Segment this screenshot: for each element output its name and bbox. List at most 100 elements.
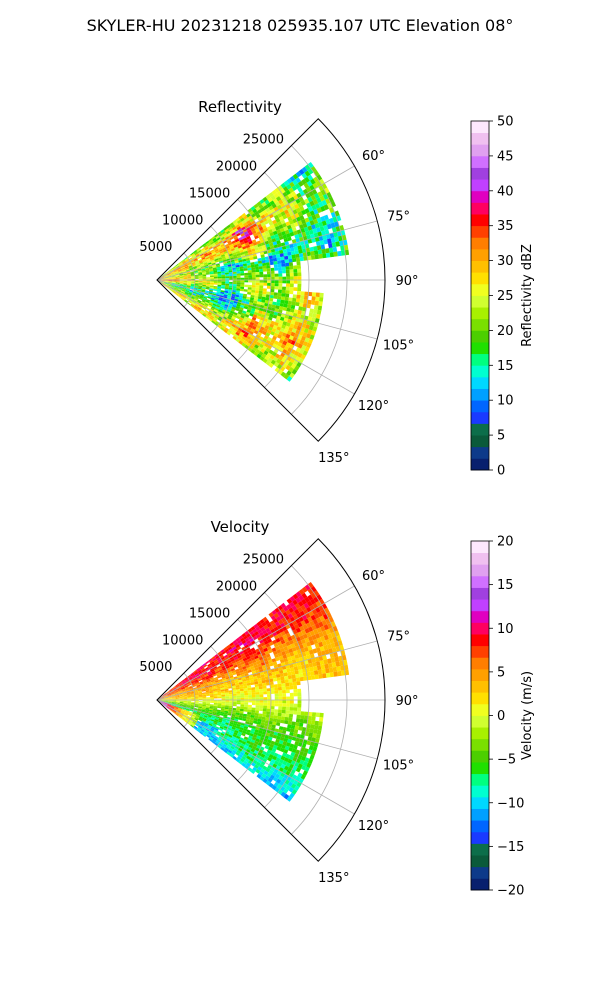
echo-cell	[254, 211, 259, 216]
echo-cell	[219, 295, 224, 298]
echo-cell	[293, 710, 298, 715]
echo-cell	[179, 713, 183, 717]
echo-cell	[226, 296, 231, 300]
echo-cell	[203, 715, 208, 718]
echo-cell	[293, 666, 299, 671]
echo-cell	[172, 291, 176, 294]
echo-cell	[299, 205, 305, 212]
echo-cell	[233, 700, 237, 703]
echo-cell	[262, 262, 267, 267]
echo-cell	[326, 612, 332, 619]
echo-cell	[254, 740, 259, 745]
echo-cell	[277, 715, 282, 720]
echo-cell	[305, 230, 310, 236]
echo-cell	[217, 731, 222, 735]
echo-cell	[255, 694, 260, 698]
echo-cell	[229, 694, 233, 697]
echo-cell	[195, 722, 200, 726]
echo-cell	[197, 689, 202, 692]
echo-cell	[285, 189, 291, 196]
echo-cell	[313, 729, 318, 734]
colorbar-segment	[471, 878, 489, 891]
echo-cell	[232, 219, 237, 225]
echo-cell	[286, 184, 292, 190]
echo-cell	[169, 288, 173, 291]
echo-cell	[239, 745, 244, 750]
echo-cell	[163, 275, 168, 278]
angle-tick-label: 120°	[358, 819, 389, 834]
echo-cell	[168, 701, 173, 702]
echo-cell	[264, 240, 269, 245]
echo-cell	[306, 303, 311, 309]
echo-cell	[297, 700, 302, 704]
echo-cell	[269, 743, 275, 748]
echo-cell	[217, 696, 222, 699]
echo-cell	[160, 282, 164, 285]
echo-cell	[300, 200, 306, 206]
echo-cell	[324, 607, 330, 614]
echo-cell	[179, 697, 184, 699]
echo-cell	[194, 282, 199, 284]
echo-cell	[179, 696, 184, 698]
colorbar-segment	[471, 762, 489, 775]
echo-cell	[278, 224, 284, 230]
echo-cell	[182, 716, 186, 720]
echo-cell	[225, 739, 230, 744]
echo-cell	[297, 233, 303, 238]
echo-cell	[182, 680, 186, 684]
echo-cell	[289, 269, 294, 273]
echo-cell	[295, 677, 301, 682]
echo-cell	[284, 296, 289, 301]
echo-cell	[314, 623, 321, 629]
echo-cell	[249, 676, 254, 681]
echo-cell	[313, 246, 318, 251]
echo-cell	[288, 717, 293, 722]
echo-cell	[222, 679, 227, 683]
echo-cell	[269, 714, 274, 719]
echo-cell	[257, 322, 263, 327]
echo-cell	[234, 325, 240, 330]
echo-cell	[213, 256, 218, 260]
echo-cell	[310, 598, 316, 605]
echo-cell	[235, 248, 240, 253]
echo-cell	[234, 238, 240, 243]
echo-cell	[210, 299, 215, 302]
echo-cell	[207, 262, 212, 265]
echo-cell	[236, 313, 242, 318]
echo-cell	[209, 667, 214, 671]
echo-cell	[259, 702, 264, 706]
echo-cell	[263, 700, 268, 703]
echo-cell	[183, 704, 187, 707]
colorbar-segment	[471, 552, 489, 565]
echo-cell	[293, 309, 299, 314]
echo-cell	[304, 663, 310, 669]
echo-cell	[247, 669, 252, 673]
echo-cell	[200, 729, 205, 733]
echo-cell	[317, 669, 323, 675]
echo-cell	[273, 752, 279, 758]
echo-cell	[341, 654, 347, 661]
echo-cell	[307, 658, 313, 664]
echo-cell	[263, 640, 269, 645]
echo-cell	[293, 269, 298, 273]
echo-cell	[213, 667, 218, 671]
echo-cell	[223, 234, 229, 239]
echo-cell	[228, 272, 233, 275]
echo-cell	[182, 261, 187, 265]
echo-cell	[201, 301, 205, 305]
colorbar-segment	[471, 248, 489, 261]
echo-cell	[248, 660, 253, 665]
echo-cell	[256, 301, 262, 305]
echo-cell	[310, 653, 315, 659]
echo-cell	[163, 702, 168, 705]
echo-cell	[203, 304, 208, 308]
echo-cell	[230, 650, 235, 655]
echo-cell	[302, 672, 308, 677]
echo-cell	[220, 685, 225, 689]
echo-cell	[216, 673, 221, 677]
echo-cell	[200, 674, 205, 678]
echo-cell	[280, 259, 286, 264]
echo-cell	[209, 309, 214, 313]
echo-cell	[171, 282, 176, 284]
